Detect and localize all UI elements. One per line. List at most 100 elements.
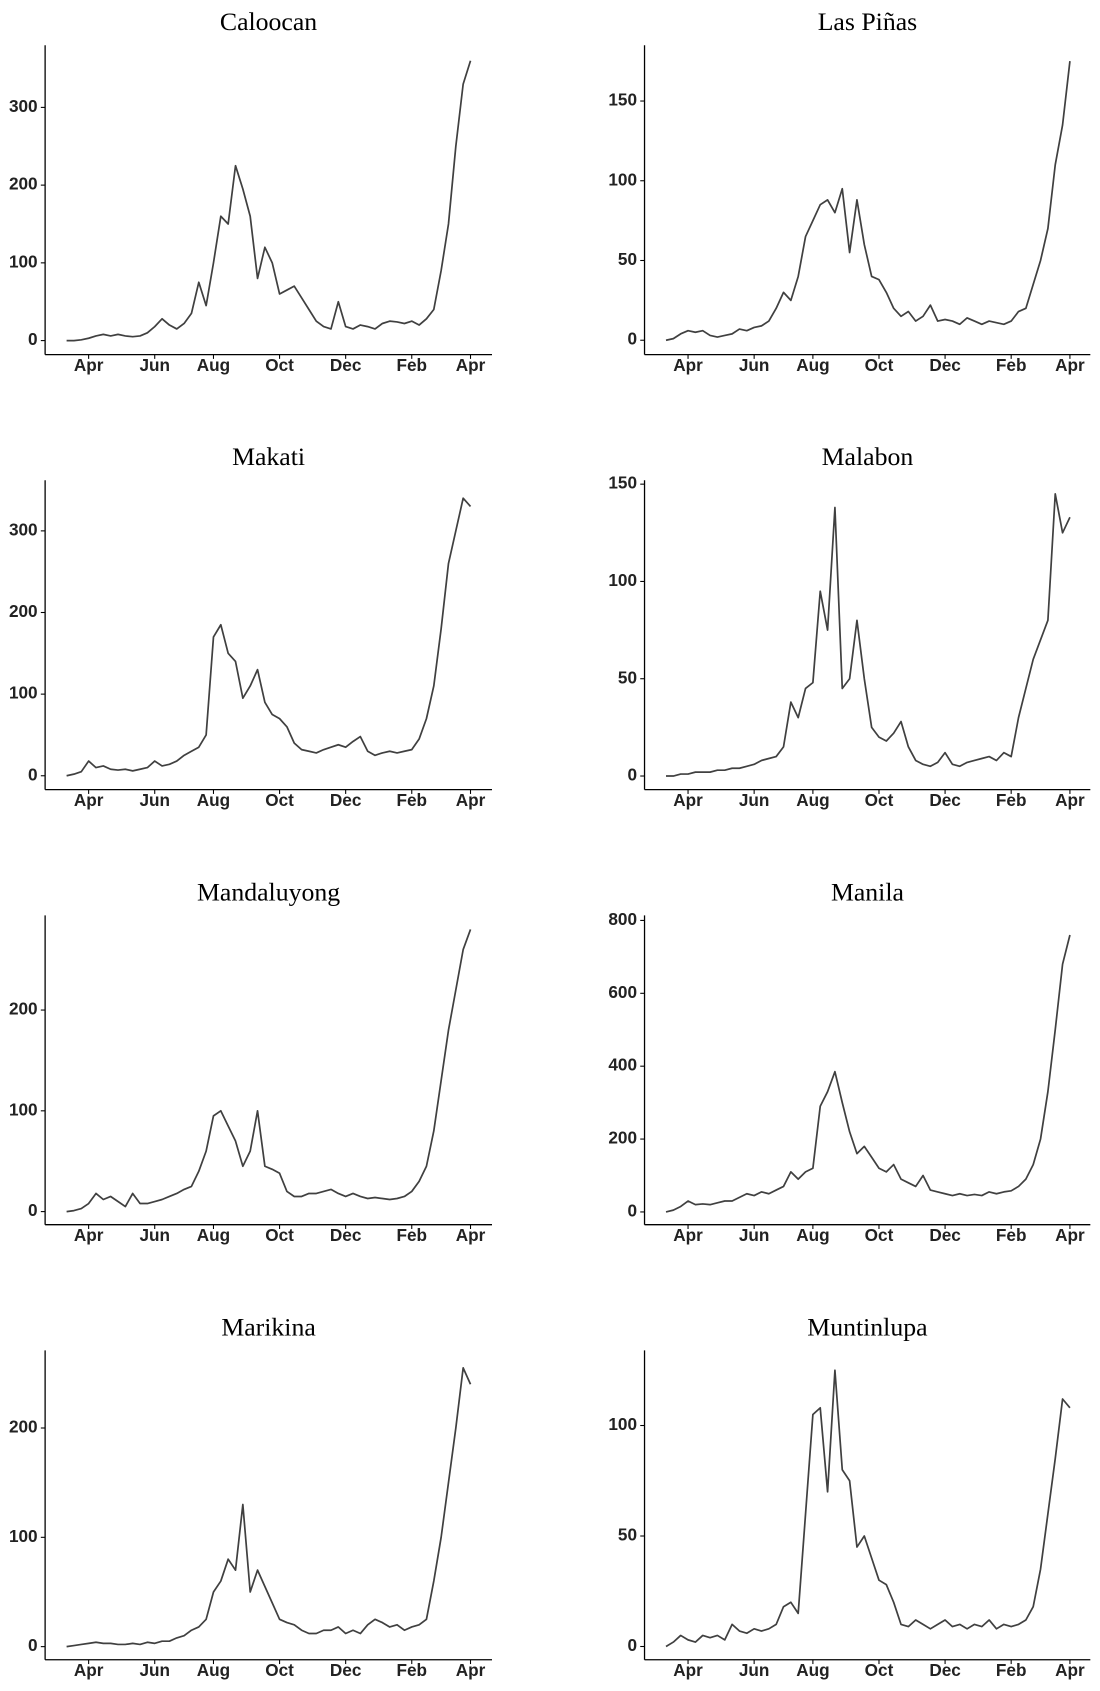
panel-title: Manila [831, 877, 905, 906]
y-tick-label: 100 [608, 169, 637, 189]
x-tick-label: Feb [996, 1660, 1027, 1680]
x-tick-label: Aug [796, 355, 829, 375]
x-tick-label: Feb [996, 1225, 1027, 1245]
data-line [66, 929, 472, 1213]
y-tick-label: 600 [608, 982, 637, 1002]
y-tick-label: 200 [9, 999, 38, 1019]
x-tick-label: Oct [265, 1225, 294, 1245]
x-tick-label: Apr [456, 1225, 486, 1245]
y-tick-label: 100 [608, 570, 637, 590]
data-line [665, 61, 1071, 342]
x-tick-label: Apr [673, 1660, 703, 1680]
x-tick-label: Aug [796, 790, 829, 810]
x-tick-label: Oct [265, 1660, 294, 1680]
x-tick-label: Apr [673, 355, 703, 375]
y-tick-label: 200 [9, 601, 38, 621]
x-tick-label: Dec [330, 355, 362, 375]
y-tick-label: 100 [9, 683, 38, 703]
data-line [665, 934, 1071, 1213]
x-tick-label: Jun [739, 355, 770, 375]
x-tick-label: Dec [929, 355, 961, 375]
panel-title: Mandaluyong [197, 877, 340, 906]
y-tick-label: 0 [28, 329, 38, 349]
y-tick-label: 0 [28, 1200, 38, 1220]
x-tick-label: Aug [796, 1225, 829, 1245]
y-tick-label: 200 [608, 1128, 637, 1148]
x-tick-label: Aug [197, 1660, 230, 1680]
y-tick-label: 0 [627, 765, 637, 785]
x-tick-label: Apr [456, 355, 486, 375]
x-tick-label: Dec [929, 1660, 961, 1680]
panel-title: Makati [232, 442, 305, 471]
x-tick-label: Apr [74, 790, 104, 810]
x-tick-label: Dec [330, 790, 362, 810]
data-line [665, 1369, 1071, 1648]
y-tick-label: 150 [608, 473, 637, 493]
y-tick-label: 50 [618, 249, 637, 269]
x-tick-label: Aug [197, 1225, 230, 1245]
y-tick-label: 300 [9, 519, 38, 539]
y-tick-label: 0 [627, 1635, 637, 1655]
y-tick-label: 50 [618, 667, 637, 687]
y-tick-label: 100 [9, 1526, 38, 1546]
y-tick-label: 400 [608, 1055, 637, 1075]
x-tick-label: Feb [396, 790, 427, 810]
x-tick-label: Apr [1055, 1225, 1085, 1245]
x-tick-label: Oct [865, 790, 894, 810]
x-tick-label: Apr [74, 1660, 104, 1680]
x-tick-label: Feb [396, 355, 427, 375]
x-tick-label: Oct [865, 1225, 894, 1245]
y-tick-label: 300 [9, 96, 38, 116]
panel-title: Malabon [822, 442, 914, 471]
x-tick-label: Jun [139, 1225, 170, 1245]
data-line [666, 493, 1071, 777]
x-tick-label: Feb [396, 1225, 427, 1245]
x-tick-label: Jun [739, 1660, 770, 1680]
x-tick-label: Aug [796, 1660, 829, 1680]
y-tick-label: 50 [618, 1525, 637, 1545]
y-tick-label: 100 [9, 1099, 38, 1119]
x-tick-label: Apr [1055, 1660, 1085, 1680]
x-tick-label: Oct [865, 1660, 894, 1680]
panel-title: Marikina [221, 1312, 316, 1341]
y-tick-label: 200 [9, 1417, 38, 1437]
x-tick-label: Apr [673, 790, 703, 810]
panel-title: Caloocan [220, 7, 317, 36]
y-tick-label: 0 [28, 1635, 38, 1655]
x-tick-label: Feb [996, 790, 1027, 810]
x-tick-label: Apr [673, 1225, 703, 1245]
y-tick-label: 0 [627, 329, 637, 349]
x-tick-label: Jun [739, 790, 770, 810]
x-tick-label: Oct [865, 355, 894, 375]
x-tick-label: Apr [1055, 355, 1085, 375]
x-tick-label: Oct [265, 790, 294, 810]
y-tick-label: 100 [608, 1414, 637, 1434]
y-tick-label: 0 [627, 1200, 637, 1220]
x-tick-label: Apr [456, 1660, 486, 1680]
y-tick-label: 150 [608, 90, 637, 110]
x-tick-label: Apr [1055, 790, 1085, 810]
x-tick-label: Aug [197, 790, 230, 810]
x-tick-label: Feb [396, 1660, 427, 1680]
x-tick-label: Jun [739, 1225, 770, 1245]
x-tick-label: Jun [139, 790, 170, 810]
x-tick-label: Oct [265, 355, 294, 375]
panel-title: Muntinlupa [807, 1312, 928, 1341]
y-tick-label: 800 [608, 909, 637, 929]
x-tick-label: Jun [139, 1660, 170, 1680]
x-tick-label: Apr [74, 355, 104, 375]
panel-title: Las Piñas [818, 7, 917, 36]
data-line [66, 60, 472, 342]
x-tick-label: Dec [929, 790, 961, 810]
y-tick-label: 200 [9, 174, 38, 194]
x-tick-label: Dec [330, 1225, 362, 1245]
x-tick-label: Aug [197, 355, 230, 375]
x-tick-label: Dec [929, 1225, 961, 1245]
x-tick-label: Dec [330, 1660, 362, 1680]
data-line [66, 1367, 472, 1648]
y-tick-label: 0 [28, 764, 38, 784]
y-tick-label: 100 [9, 251, 38, 271]
data-line [66, 497, 472, 777]
x-tick-label: Apr [74, 1225, 104, 1245]
